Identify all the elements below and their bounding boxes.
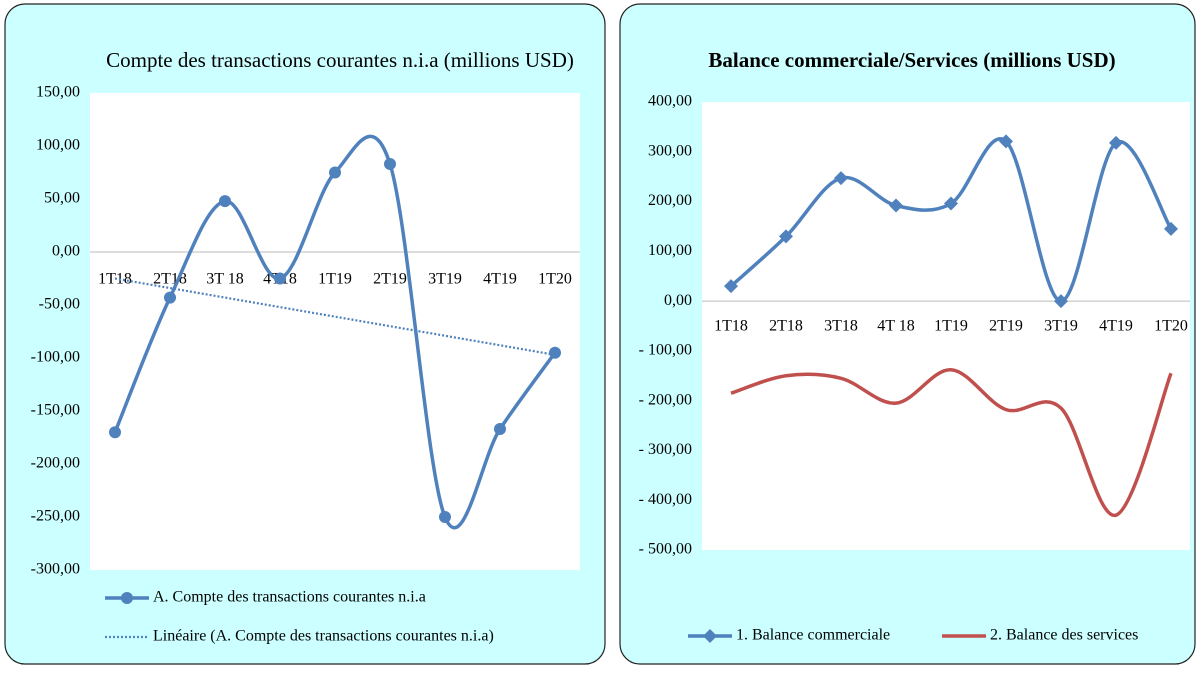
- plot-area: [702, 102, 1190, 550]
- y-tick-label: 100,00: [36, 137, 80, 154]
- y-tick-label: -100,00: [31, 349, 80, 366]
- x-tick-label: 4T19: [1099, 318, 1133, 335]
- y-tick-label: - 400,00: [639, 491, 692, 508]
- y-tick-label: - 500,00: [639, 541, 692, 558]
- point: [834, 171, 848, 186]
- legend-label: 2. Balance des services: [990, 627, 1138, 644]
- series-line: [729, 137, 1173, 303]
- x-tick-label: 1T20: [1154, 318, 1188, 335]
- point: [889, 198, 903, 213]
- y-tick-label: 200,00: [648, 192, 692, 209]
- point: [384, 158, 396, 171]
- y-tick-label: 50,00: [44, 190, 80, 207]
- legend-label: Linéaire (A. Compte des transactions cou…: [153, 628, 494, 645]
- y-tick-label: 0,00: [52, 243, 80, 260]
- x-tick-label: 1T18: [714, 318, 748, 335]
- y-tick-label: 300,00: [648, 142, 692, 159]
- x-tick-label: 2T18: [769, 318, 803, 335]
- point: [1109, 135, 1123, 150]
- point: [494, 423, 506, 436]
- y-tick-label: 0,00: [664, 292, 692, 309]
- x-tick-label: 3T 18: [206, 271, 243, 288]
- legend-label: 1. Balance commerciale: [736, 627, 890, 644]
- legend-marker: [121, 592, 133, 604]
- point: [724, 279, 738, 294]
- series-line: [730, 368, 1173, 517]
- point: [274, 272, 286, 285]
- x-tick-label: 2T19: [989, 318, 1023, 335]
- point: [1054, 294, 1068, 309]
- point: [999, 134, 1013, 149]
- x-tick-label: 1T20: [538, 271, 572, 288]
- legend-marker: [703, 629, 717, 643]
- chart-title: Balance commerciale/Services (millions U…: [708, 48, 1115, 72]
- point: [164, 291, 176, 304]
- x-tick-label: 3T19: [1044, 318, 1078, 335]
- y-tick-label: - 100,00: [639, 342, 692, 359]
- point: [549, 346, 561, 359]
- x-tick-label: 1T19: [934, 318, 968, 335]
- y-tick-label: 100,00: [648, 242, 692, 259]
- y-tick-label: -250,00: [31, 508, 80, 525]
- x-tick-label: 3T19: [428, 271, 462, 288]
- point: [1164, 221, 1178, 236]
- chart-title: Compte des transactions courantes n.i.a …: [106, 48, 574, 72]
- x-tick-label: 1T19: [318, 271, 352, 288]
- y-tick-label: -150,00: [31, 402, 80, 419]
- y-tick-label: - 200,00: [639, 391, 692, 408]
- x-tick-label: 4T19: [483, 271, 517, 288]
- y-tick-label: -200,00: [31, 455, 80, 472]
- series-line: [113, 134, 557, 530]
- legend-label: A. Compte des transactions courantes n.i…: [153, 589, 426, 606]
- y-tick-label: -300,00: [31, 561, 80, 578]
- x-tick-label: 4T 18: [877, 318, 914, 335]
- series-line: [114, 277, 556, 356]
- point: [219, 195, 231, 208]
- plot-area: [90, 93, 580, 570]
- point: [109, 426, 121, 439]
- y-tick-label: 400,00: [648, 93, 692, 110]
- point: [439, 511, 451, 523]
- y-tick-label: -50,00: [39, 296, 80, 313]
- x-tick-label: 2T19: [373, 271, 407, 288]
- y-tick-label: 150,00: [36, 84, 80, 101]
- point: [944, 196, 958, 211]
- x-tick-label: 3T18: [824, 318, 858, 335]
- point: [329, 166, 341, 179]
- point: [779, 229, 793, 244]
- y-tick-label: - 300,00: [639, 441, 692, 458]
